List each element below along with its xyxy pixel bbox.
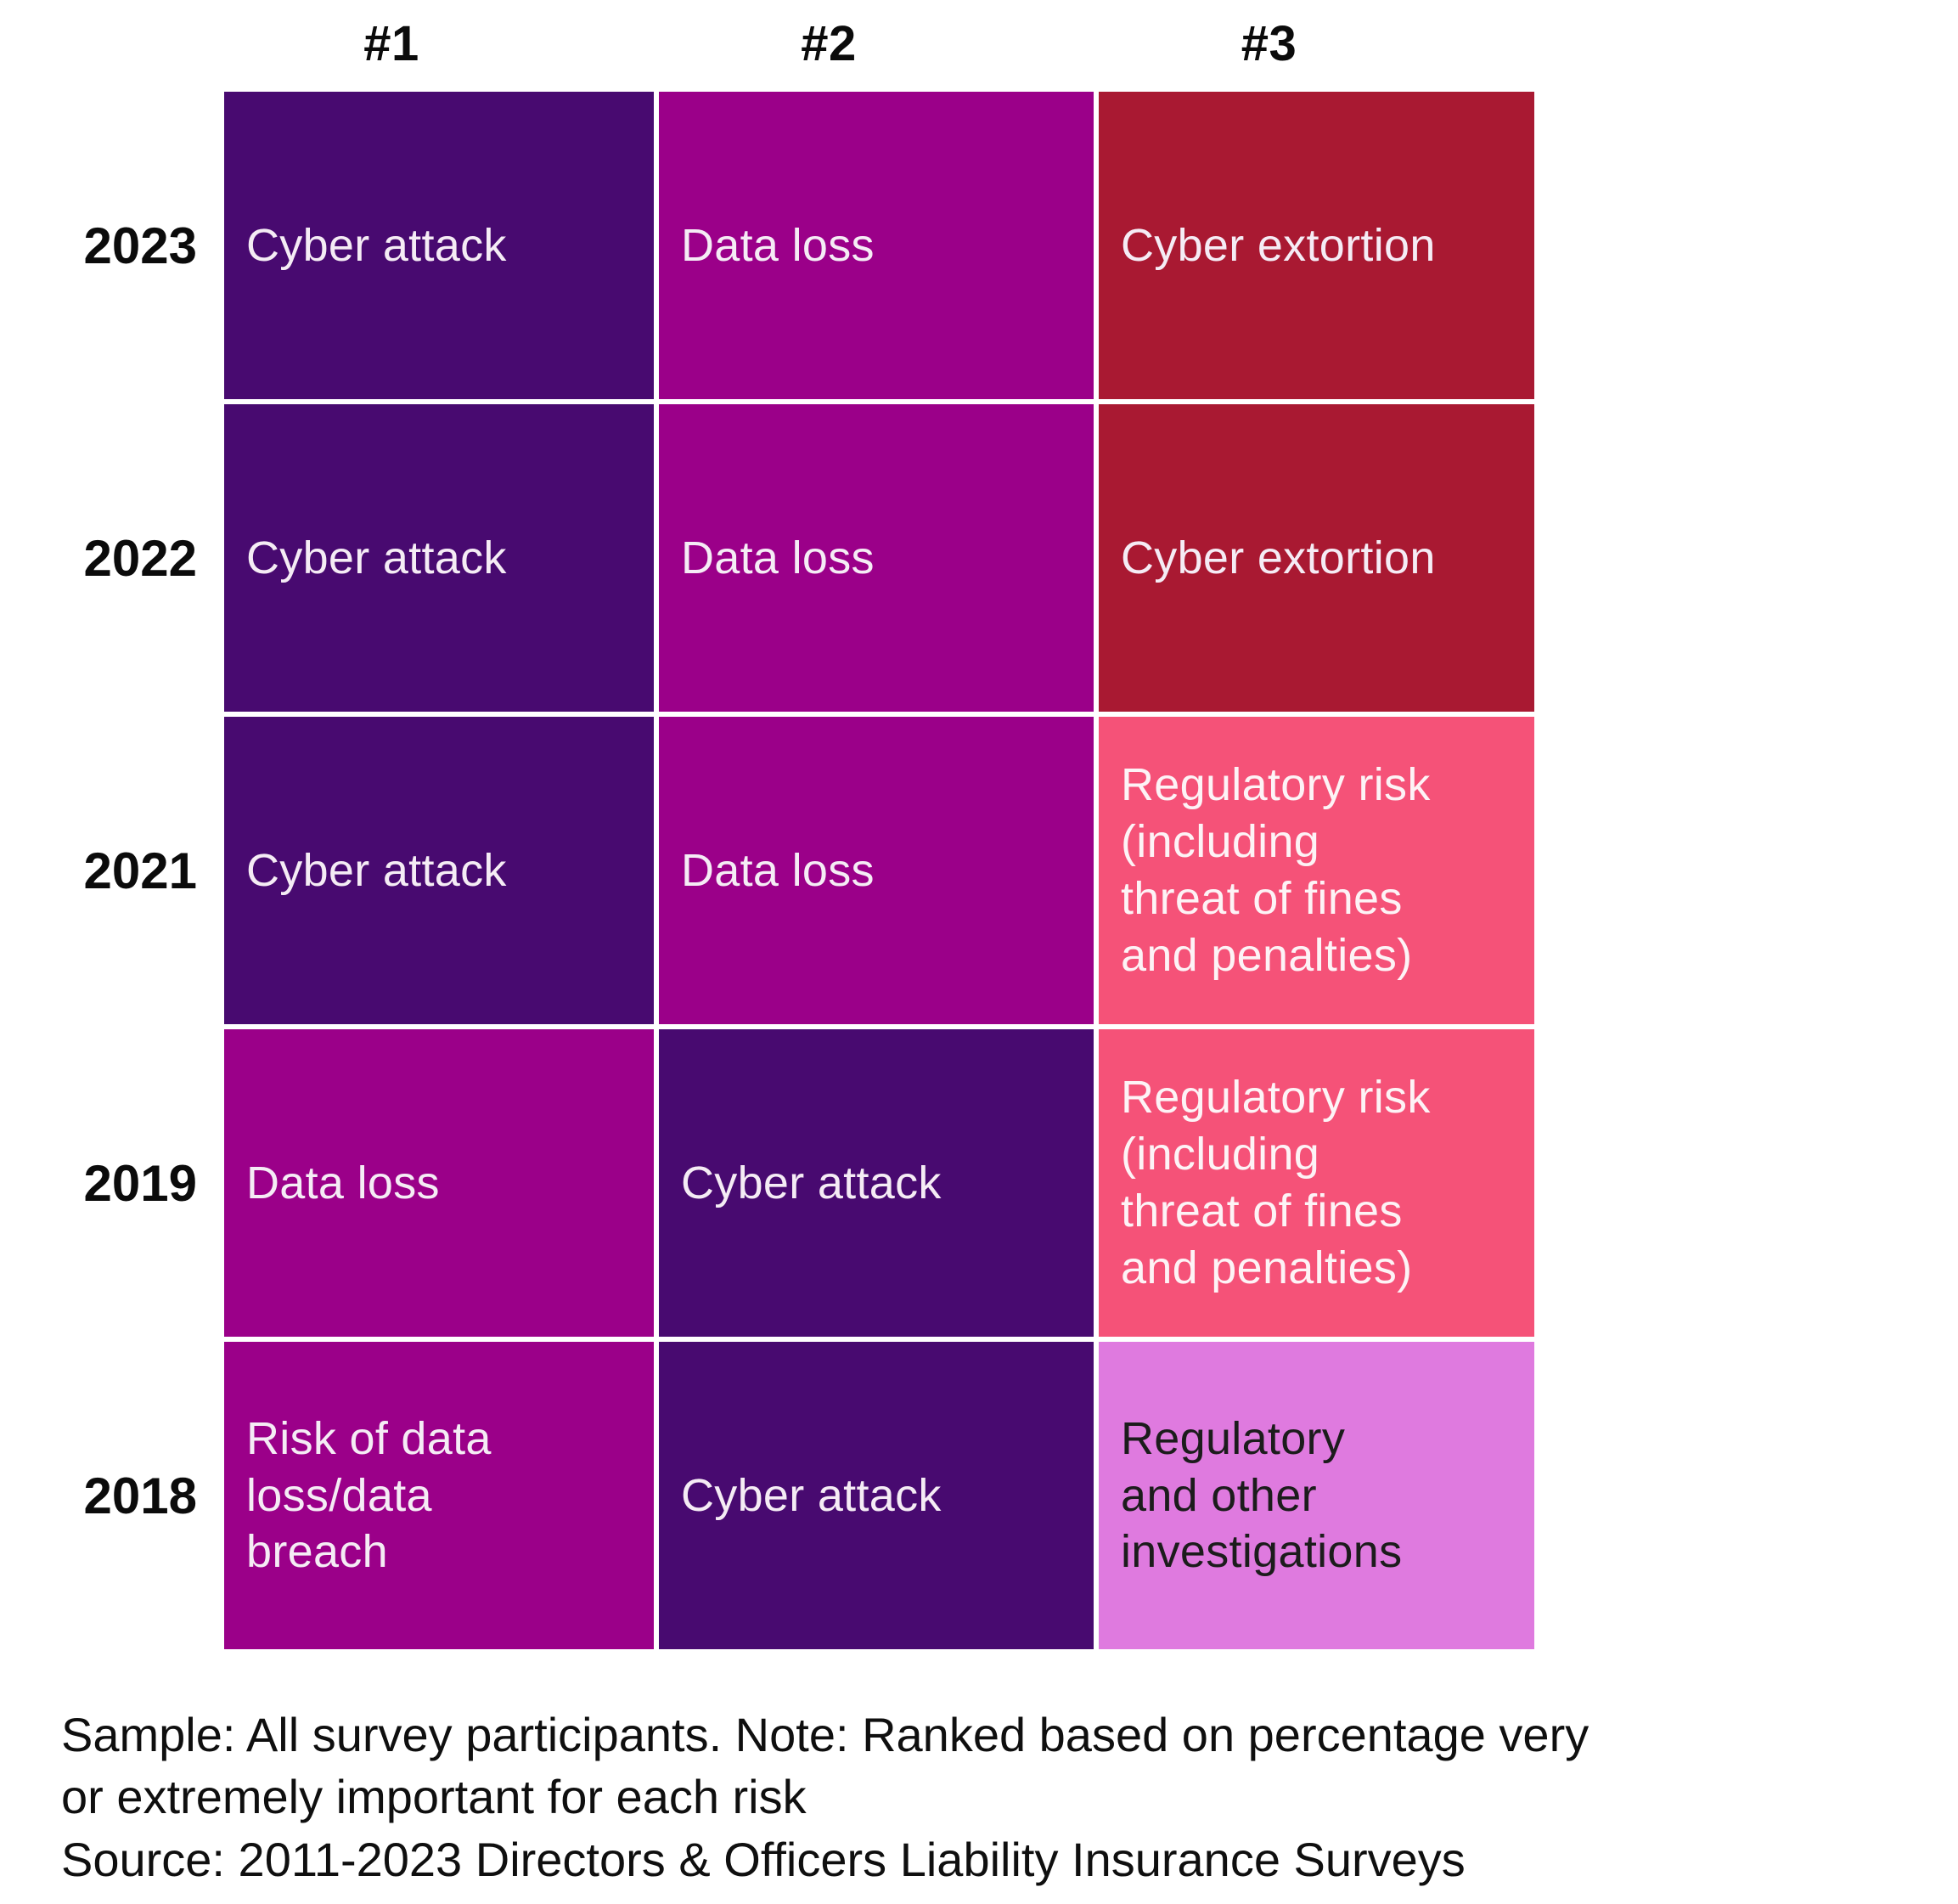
risk-cell-2023-rank2: Data loss <box>659 92 1094 399</box>
risk-cell-label: Data loss <box>681 219 875 271</box>
sample-note: Sample: All survey participants. Note: R… <box>61 1708 1589 1824</box>
risk-cell-2022-rank2: Data loss <box>659 404 1094 712</box>
risk-cell-label: Cyber attack <box>681 1469 942 1521</box>
risk-cell-label: Data loss <box>681 532 875 583</box>
table-corner-spacer <box>0 0 219 87</box>
risk-cell-2018-rank3: Regulatory and other investigations <box>1099 1342 1534 1649</box>
risk-cell-label: Cyber attack <box>246 844 507 896</box>
risk-cell-label: Risk of data loss/data breach <box>246 1412 492 1578</box>
risk-cell-2023-rank1: Cyber attack <box>224 92 654 399</box>
year-label-2018: 2018 <box>0 1342 219 1649</box>
risk-cell-label: Data loss <box>681 844 875 896</box>
footnotes: Sample: All survey participants. Note: R… <box>61 1704 1912 1890</box>
risk-cell-2021-rank3: Regulatory risk (including threat of fin… <box>1099 717 1534 1024</box>
risk-cell-label: Cyber extortion <box>1121 219 1436 271</box>
rank-header-3: #3 <box>1099 0 1534 87</box>
risk-cell-label: Regulatory risk (including threat of fin… <box>1121 1072 1431 1293</box>
risk-cell-label: Cyber attack <box>246 219 507 271</box>
risk-cell-label: Regulatory risk (including threat of fin… <box>1121 759 1431 981</box>
risk-cell-2018-rank2: Cyber attack <box>659 1342 1094 1649</box>
risk-cell-label: Cyber attack <box>681 1157 942 1208</box>
risk-cell-label: Data loss <box>246 1157 440 1208</box>
source-note: Source: 2011-2023 Directors & Officers L… <box>61 1832 1466 1886</box>
risk-cell-2019-rank3: Regulatory risk (including threat of fin… <box>1099 1029 1534 1337</box>
year-label-2023: 2023 <box>0 92 219 399</box>
risk-cell-2019-rank2: Cyber attack <box>659 1029 1094 1337</box>
risk-cell-2023-rank3: Cyber extortion <box>1099 92 1534 399</box>
risk-cell-label: Cyber attack <box>246 532 507 583</box>
rank-header-1: #1 <box>224 0 654 87</box>
risk-cell-label: Cyber extortion <box>1121 532 1436 583</box>
risk-cell-2021-rank1: Cyber attack <box>224 717 654 1024</box>
rank-header-2: #2 <box>659 0 1094 87</box>
risk-cell-2019-rank1: Data loss <box>224 1029 654 1337</box>
year-label-2019: 2019 <box>0 1029 219 1337</box>
risk-cell-2022-rank1: Cyber attack <box>224 404 654 712</box>
risk-cell-label: Regulatory and other investigations <box>1121 1412 1403 1578</box>
risk-cell-2021-rank2: Data loss <box>659 717 1094 1024</box>
year-label-2022: 2022 <box>0 404 219 712</box>
year-label-2021: 2021 <box>0 717 219 1024</box>
risk-ranking-table: #1 #2 #3 2023 Cyber attack Data loss Cyb… <box>0 0 1534 1649</box>
risk-cell-2018-rank1: Risk of data loss/data breach <box>224 1342 654 1649</box>
risk-cell-2022-rank3: Cyber extortion <box>1099 404 1534 712</box>
